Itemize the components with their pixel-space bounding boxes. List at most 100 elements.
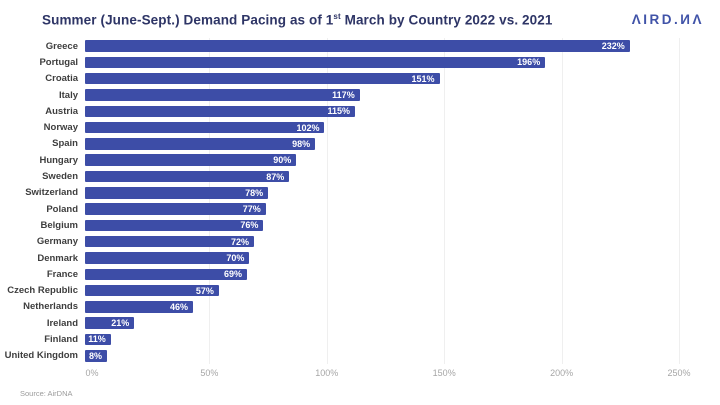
bar-row: Sweden 87%	[0, 168, 720, 184]
bar: 117%	[85, 89, 360, 101]
bar-track: 117%	[85, 89, 672, 101]
gridline	[444, 38, 446, 364]
bar: 115%	[85, 105, 356, 118]
category-label: Italy	[58, 89, 78, 101]
bar: 78%	[85, 187, 269, 199]
category-label: Hungary	[39, 154, 78, 166]
category-label: Ireland	[46, 317, 78, 329]
bar-row: Hungary 90%	[0, 152, 720, 168]
bar-value-label: 21%	[111, 318, 130, 329]
x-tick-label: 250%	[667, 368, 691, 378]
bar-row: Finland 11%	[0, 331, 720, 347]
x-tick-label: 150%	[432, 368, 456, 378]
bar-row: Denmark 70%	[0, 250, 720, 266]
bar-value-label: 69%	[223, 269, 242, 280]
bar: 21%	[85, 317, 135, 329]
bar: 72%	[85, 235, 255, 248]
bar-value-label: 117%	[332, 90, 355, 101]
bar: 11%	[85, 333, 111, 346]
bar-track: 8%	[85, 350, 672, 362]
bar-value-label: 90%	[273, 155, 292, 166]
bar: 90%	[85, 154, 297, 166]
category-label: Denmark	[37, 252, 78, 264]
category-label: Belgium	[40, 219, 78, 231]
gridline	[209, 38, 211, 364]
bar-row: Norway 102%	[0, 119, 720, 135]
bar: 87%	[85, 170, 290, 183]
category-label: France	[46, 268, 78, 280]
x-tick-label: 0%	[85, 368, 99, 378]
category-label: Austria	[45, 105, 78, 117]
gridline	[561, 38, 563, 364]
bar-row: Germany 72%	[0, 234, 720, 250]
bar-row: Czech Republic 57%	[0, 282, 720, 298]
bar-track: 72%	[85, 235, 672, 248]
bar: 151%	[85, 72, 440, 85]
bar: 70%	[85, 252, 250, 264]
bar-row: Spain 98%	[0, 136, 720, 152]
bar-value-label: 57%	[195, 285, 214, 296]
chart-rows: Greece 232% Portugal 196% Croatia 151% Italy 11…	[0, 38, 720, 364]
bar-value-label: 196%	[517, 57, 541, 68]
bar-track: 102%	[85, 121, 672, 134]
bar-track: 232%	[85, 40, 672, 52]
bar-track: 98%	[85, 138, 672, 150]
bar: 98%	[85, 138, 316, 150]
bar: 77%	[85, 203, 266, 215]
bar-value-label: 11%	[88, 334, 106, 345]
bar-row: Austria 115%	[0, 103, 720, 119]
bar-value-label: 8%	[88, 350, 102, 361]
category-label: Germany	[36, 236, 78, 248]
bar-value-label: 87%	[266, 171, 285, 182]
bar-value-label: 78%	[245, 187, 264, 198]
x-tick-label: 50%	[200, 368, 219, 378]
bar-chart: Greece 232% Portugal 196% Croatia 151% Italy 11…	[0, 38, 720, 364]
category-label: Finland	[44, 333, 78, 345]
bar-track: 77%	[85, 203, 672, 215]
gridline	[679, 38, 680, 364]
x-tick-label: 100%	[315, 368, 339, 378]
bar: 196%	[85, 56, 546, 69]
source-note: Source: AirDNA	[20, 389, 73, 398]
bar-value-label: 76%	[240, 220, 259, 231]
bar-track: 151%	[85, 72, 672, 85]
bar-track: 90%	[85, 154, 672, 166]
bar-value-label: 102%	[296, 122, 320, 133]
chart-title: Summer (June-Sept.) Demand Pacing as of …	[42, 12, 552, 28]
bar-track: 87%	[85, 170, 672, 183]
bar-row: Belgium 76%	[0, 217, 720, 233]
bar-track: 196%	[85, 56, 672, 69]
gridlines	[92, 38, 680, 364]
bar-row: Italy 117%	[0, 87, 720, 103]
bar-track: 115%	[85, 105, 672, 118]
bar-row: Greece 232%	[0, 38, 720, 54]
category-label: Croatia	[45, 73, 78, 85]
x-axis: 0% 50% 100% 150% 200% 250%	[85, 368, 690, 380]
bar-value-label: 115%	[327, 106, 351, 117]
bar: 8%	[85, 350, 107, 362]
bar-value-label: 98%	[292, 138, 311, 149]
airdna-logo: ΛIRD.ИΛ	[631, 12, 704, 27]
category-label: Norway	[43, 122, 78, 134]
bar-row: Switzerland 78%	[0, 185, 720, 201]
bar-row: Ireland 21%	[0, 315, 720, 331]
bar-track: 69%	[85, 268, 672, 281]
bar: 102%	[85, 121, 325, 134]
category-label: Spain	[52, 138, 78, 150]
bar-value-label: 46%	[169, 301, 188, 312]
bar-row: Poland 77%	[0, 201, 720, 217]
category-label: Switzerland	[25, 187, 78, 199]
bar-row: Portugal 196%	[0, 54, 720, 70]
bar: 76%	[85, 219, 264, 232]
bar-value-label: 151%	[411, 73, 435, 84]
bar-value-label: 232%	[601, 41, 625, 52]
bar-value-label: 77%	[242, 204, 261, 215]
bar-value-label: 70%	[226, 253, 245, 263]
category-label: Netherlands	[23, 301, 78, 313]
bar-track: 78%	[85, 187, 672, 199]
bar-value-label: 72%	[231, 236, 250, 247]
chart-title-pre: Summer (June-Sept.) Demand Pacing as of …	[42, 12, 334, 28]
category-label: Sweden	[42, 171, 78, 183]
bar-row: Croatia 151%	[0, 71, 720, 87]
